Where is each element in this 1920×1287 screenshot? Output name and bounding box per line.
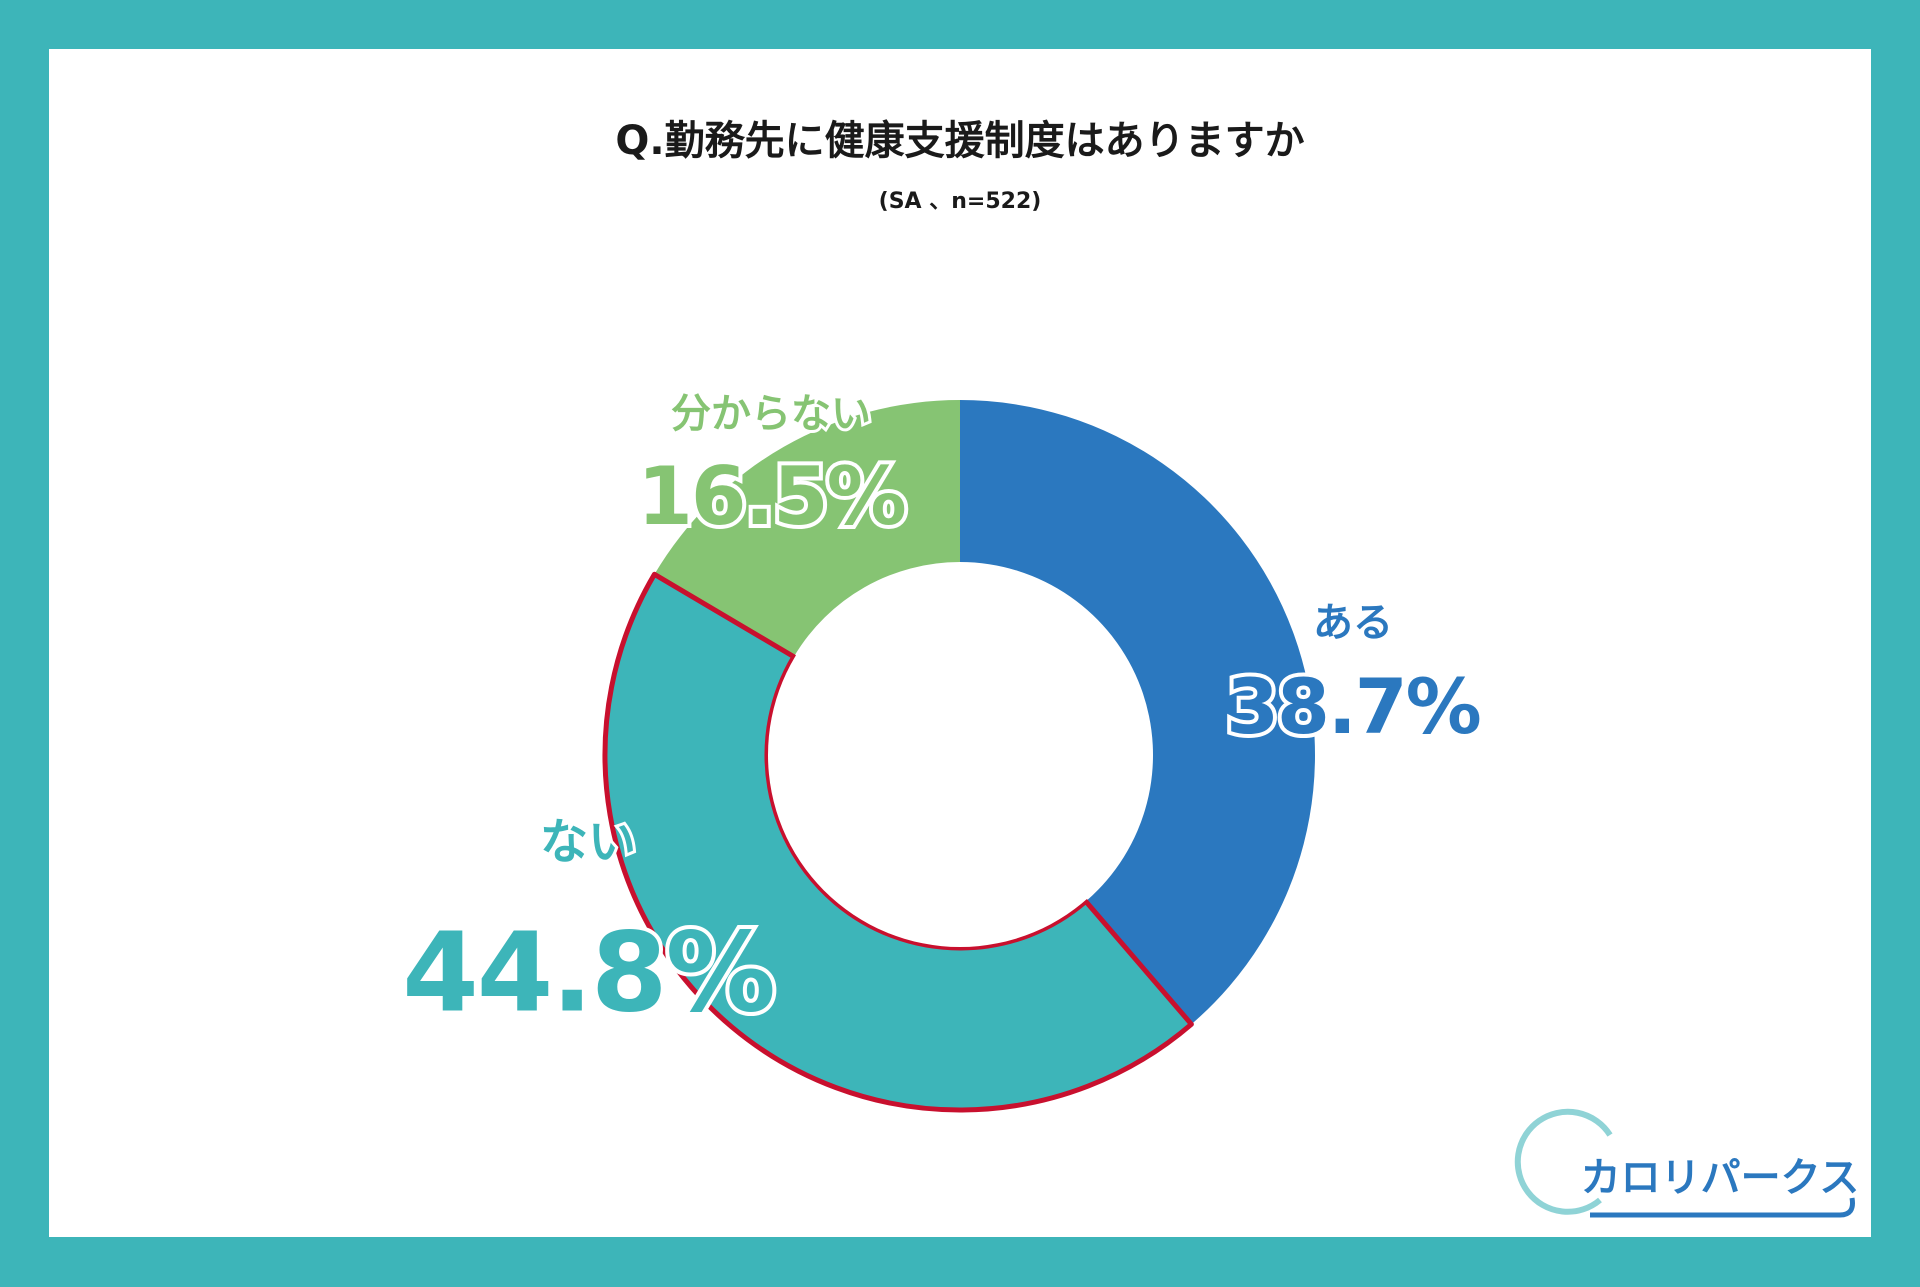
logo: カロリパークス (1514, 1108, 1860, 1218)
chart-subtitle: (SA 、n=522) (879, 189, 1042, 214)
chart-title: Q.勤務先に健康支援制度はありますか (615, 118, 1304, 164)
category-label: ない (540, 814, 636, 870)
logo-text: カロリパークス (1581, 1155, 1860, 1201)
donut-segment (604, 574, 1192, 1111)
value-label: 38.7% (1226, 662, 1480, 751)
logo-underline (1590, 1197, 1855, 1218)
logo-arc (1514, 1108, 1613, 1215)
donut-segment (960, 400, 1315, 1025)
category-label: ある (1313, 600, 1393, 646)
value-label: 16.5% (637, 450, 905, 543)
donut-hole (768, 563, 1152, 947)
category-label: 分からない (671, 391, 871, 437)
segment-highlight (602, 571, 1194, 1113)
value-label: 44.8% (402, 908, 774, 1036)
donut-segment (654, 400, 960, 657)
